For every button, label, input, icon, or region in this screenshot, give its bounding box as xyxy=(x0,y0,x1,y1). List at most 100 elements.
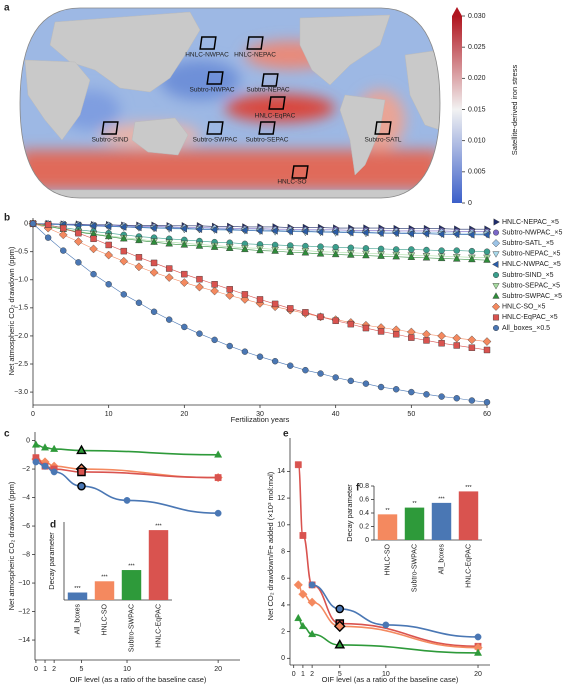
marker xyxy=(195,241,204,249)
y-tick-label: 12 xyxy=(277,495,285,502)
marker xyxy=(393,331,400,338)
marker xyxy=(474,633,482,641)
marker xyxy=(362,245,370,252)
panel-letter: a xyxy=(4,3,10,14)
legend-label: HNLC-SO_×5 xyxy=(502,304,545,311)
marker xyxy=(302,366,309,374)
marker xyxy=(467,335,477,345)
marker xyxy=(407,229,414,238)
colorbar-extend xyxy=(452,7,462,16)
marker xyxy=(60,224,67,232)
region-label: Subtro-SATL xyxy=(364,137,401,144)
region-label: Subtro-NEPAC xyxy=(246,87,290,94)
fit-line xyxy=(297,463,479,648)
legend-label: HNLC-EqPAC_×5 xyxy=(502,314,558,321)
marker xyxy=(58,230,68,240)
marker xyxy=(180,240,189,248)
legend-label: Subtro-SEPAC_×5 xyxy=(502,282,560,289)
marker xyxy=(332,317,339,324)
y-tick-label: 0 xyxy=(26,437,30,444)
marker xyxy=(453,342,460,349)
legend-label: Subtro-SWPAC_×5 xyxy=(502,293,562,300)
marker xyxy=(483,255,491,263)
marker xyxy=(332,244,339,251)
y-tick-label: −0.5 xyxy=(14,249,28,256)
bar-annotation: ** xyxy=(385,508,390,514)
x-axis-label: OIF level (as a ratio of the baseline ca… xyxy=(322,675,459,684)
x-tick-label: 1 xyxy=(301,671,305,678)
marker xyxy=(90,270,97,278)
legend-label: HNLC-NWPAC_×5 xyxy=(502,261,561,268)
region-box xyxy=(261,73,279,87)
marker xyxy=(308,629,317,638)
marker xyxy=(492,283,500,290)
x-tick-label: Subtro-SWPAC xyxy=(128,604,135,652)
marker xyxy=(50,468,58,476)
y-tick-label: −6 xyxy=(22,523,30,530)
x-tick-label: 20 xyxy=(474,671,482,678)
marker xyxy=(347,250,355,258)
y-tick-label: −1.0 xyxy=(14,277,28,284)
marker xyxy=(299,532,307,539)
region-label: Subtro-SIND xyxy=(92,137,129,144)
region-label: HNLC-NEPAC xyxy=(234,52,276,59)
marker xyxy=(211,336,218,344)
marker xyxy=(226,342,233,350)
panel-letter: e xyxy=(283,429,289,440)
bar-annotation: ** xyxy=(412,501,417,507)
y-tick-label: −2 xyxy=(22,466,30,473)
y-tick-label: 0.4 xyxy=(359,510,369,517)
x-tick-label: 5 xyxy=(338,671,342,678)
marker xyxy=(492,292,500,299)
marker xyxy=(473,648,483,656)
marker xyxy=(377,252,385,259)
marker xyxy=(241,245,249,253)
region-label: HNLC-EqPAC xyxy=(255,113,296,120)
y-tick-label: −10 xyxy=(18,580,30,587)
marker xyxy=(271,357,279,365)
marker xyxy=(286,248,295,255)
x-tick-label: HNLC-SO xyxy=(384,543,391,575)
x-tick-label: 0 xyxy=(34,666,38,673)
y-tick-label: 2 xyxy=(281,628,285,635)
region-box xyxy=(206,121,224,135)
marker xyxy=(150,308,158,315)
bar xyxy=(458,491,479,540)
marker xyxy=(225,291,235,300)
marker xyxy=(376,229,384,237)
marker xyxy=(75,259,82,266)
region-box xyxy=(291,165,309,179)
region-box xyxy=(206,71,224,85)
marker xyxy=(298,589,308,599)
colorbar-tick-label: 0 xyxy=(468,200,472,207)
x-tick-label: 10 xyxy=(105,411,113,418)
marker xyxy=(165,239,173,247)
bar-annotation: *** xyxy=(128,564,135,570)
marker xyxy=(149,268,159,277)
bar xyxy=(404,507,425,540)
y-tick-label: −12 xyxy=(18,608,30,615)
region-box xyxy=(246,36,264,50)
marker xyxy=(408,246,415,253)
x-tick-label: 40 xyxy=(332,411,340,418)
marker xyxy=(422,329,431,339)
y-tick-label: 0 xyxy=(365,537,369,544)
marker xyxy=(468,247,476,255)
region-label: Subtro-NWPAC xyxy=(189,87,234,94)
region-box xyxy=(374,121,392,135)
marker xyxy=(301,248,310,256)
marker xyxy=(492,251,500,258)
marker xyxy=(89,222,97,230)
marker xyxy=(226,286,233,293)
marker xyxy=(437,230,445,239)
marker xyxy=(362,324,370,332)
colorbar xyxy=(452,16,462,203)
x-tick-label: HNLC-EqPAC xyxy=(465,544,472,588)
marker xyxy=(287,362,294,369)
marker xyxy=(286,227,293,236)
marker xyxy=(408,334,415,341)
legend-label: All_boxes_×0.5 xyxy=(502,325,550,332)
marker xyxy=(60,247,67,254)
marker xyxy=(294,461,302,469)
marker xyxy=(393,386,400,393)
